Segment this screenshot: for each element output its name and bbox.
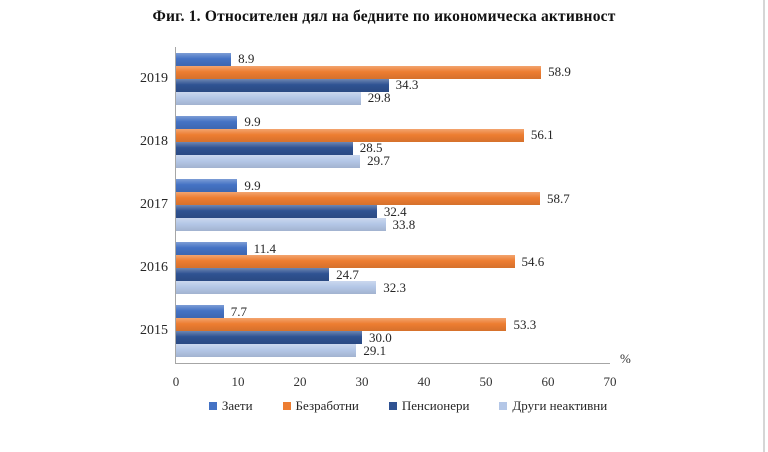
bar-Заети-2015	[176, 305, 224, 319]
x-tick-label: 60	[541, 374, 555, 389]
bar-Заети-2016	[176, 242, 247, 256]
page-edge-line	[763, 0, 765, 452]
category-label: 2015	[140, 323, 168, 339]
x-tick-label: 50	[479, 374, 493, 389]
legend-item-Пенсионери: Пенсионери	[388, 398, 470, 414]
category-label: 2016	[140, 260, 168, 276]
value-label: 54.6	[521, 253, 545, 269]
value-label: 58.7	[546, 190, 570, 206]
legend-label: Пенсионери	[401, 398, 470, 413]
bar-Заети-2019	[176, 52, 232, 66]
bar-Безработни-2017	[176, 192, 540, 205]
bar-Пенсионери-2019	[176, 78, 389, 92]
legend-item-Безработни: Безработни	[282, 398, 359, 414]
legend-item-Заети: Заети	[208, 398, 253, 414]
bar-Безработни-2019	[176, 65, 542, 79]
x-tick-label: 20	[293, 374, 307, 389]
x-axis-line	[175, 363, 610, 364]
bar-Пенсионери-2018	[176, 141, 353, 155]
x-tick-label: 70	[603, 374, 617, 389]
value-label: 9.9	[244, 114, 261, 130]
bar-Безработни-2015	[176, 318, 507, 332]
value-label: 29.1	[363, 342, 387, 358]
legend-swatch	[282, 402, 291, 410]
legend-swatch	[388, 402, 397, 410]
x-tick-label: 10	[231, 374, 245, 389]
value-label: 28.5	[359, 140, 383, 156]
value-label: 9.9	[244, 177, 261, 193]
bar-Други неактивни-2015	[176, 344, 357, 358]
legend-label: Безработни	[295, 398, 359, 413]
x-tick-label: 30	[355, 374, 369, 389]
value-label: 53.3	[513, 316, 537, 332]
legend-swatch	[499, 402, 508, 410]
category-label: 2017	[140, 197, 168, 212]
x-axis-unit-label: %	[620, 351, 631, 366]
legend-swatch	[208, 402, 217, 410]
value-label: 33.8	[392, 216, 416, 232]
chart-title: Фиг. 1. Относителен дял на бедните по ик…	[152, 8, 616, 25]
legend-item-Други неактивни: Други неактивни	[499, 398, 607, 414]
bar-Безработни-2016	[176, 255, 515, 269]
bar-Заети-2018	[176, 115, 238, 129]
value-label: 56.1	[530, 127, 554, 143]
bar-Безработни-2018	[176, 128, 524, 142]
bar-Други неактивни-2019	[176, 91, 361, 105]
category-label: 2018	[140, 133, 168, 149]
value-label: 29.7	[367, 153, 390, 169]
bar-Други неактивни-2016	[176, 281, 377, 295]
value-label: 32.3	[383, 279, 406, 295]
plot-area: 8.9 58.9 34.3 29.8 9.9 56.1 28.5 29.7 9.9 58.7 32.…	[175, 47, 610, 364]
value-label: 32.4	[383, 203, 407, 219]
value-label: 11.4	[253, 240, 276, 256]
bar-Пенсионери-2017	[176, 205, 377, 218]
legend-label: Други неактивни	[512, 398, 608, 413]
bar-Заети-2017	[176, 179, 238, 192]
value-label: 8.9	[238, 51, 255, 67]
value-label: 30.0	[369, 329, 392, 345]
value-label: 58.9	[548, 64, 571, 80]
bar-Други неактивни-2018	[176, 154, 361, 168]
bar-Други неактивни-2017	[176, 218, 386, 231]
legend: Заети Безработни Пенсионери Други неактивни	[48, 398, 768, 414]
value-label: 34.3	[395, 77, 419, 93]
value-label: 24.7	[336, 266, 359, 282]
legend-label: Заети	[221, 398, 253, 413]
y-axis-line	[175, 47, 176, 363]
category-label: 2019	[140, 70, 168, 86]
value-label: 29.8	[367, 90, 391, 106]
bar-Пенсионери-2015	[176, 331, 362, 345]
x-tick-label: 0	[172, 374, 180, 389]
x-tick-label: 40	[417, 374, 431, 389]
bar-Пенсионери-2016	[176, 268, 330, 282]
value-label: 7.7	[230, 303, 247, 319]
